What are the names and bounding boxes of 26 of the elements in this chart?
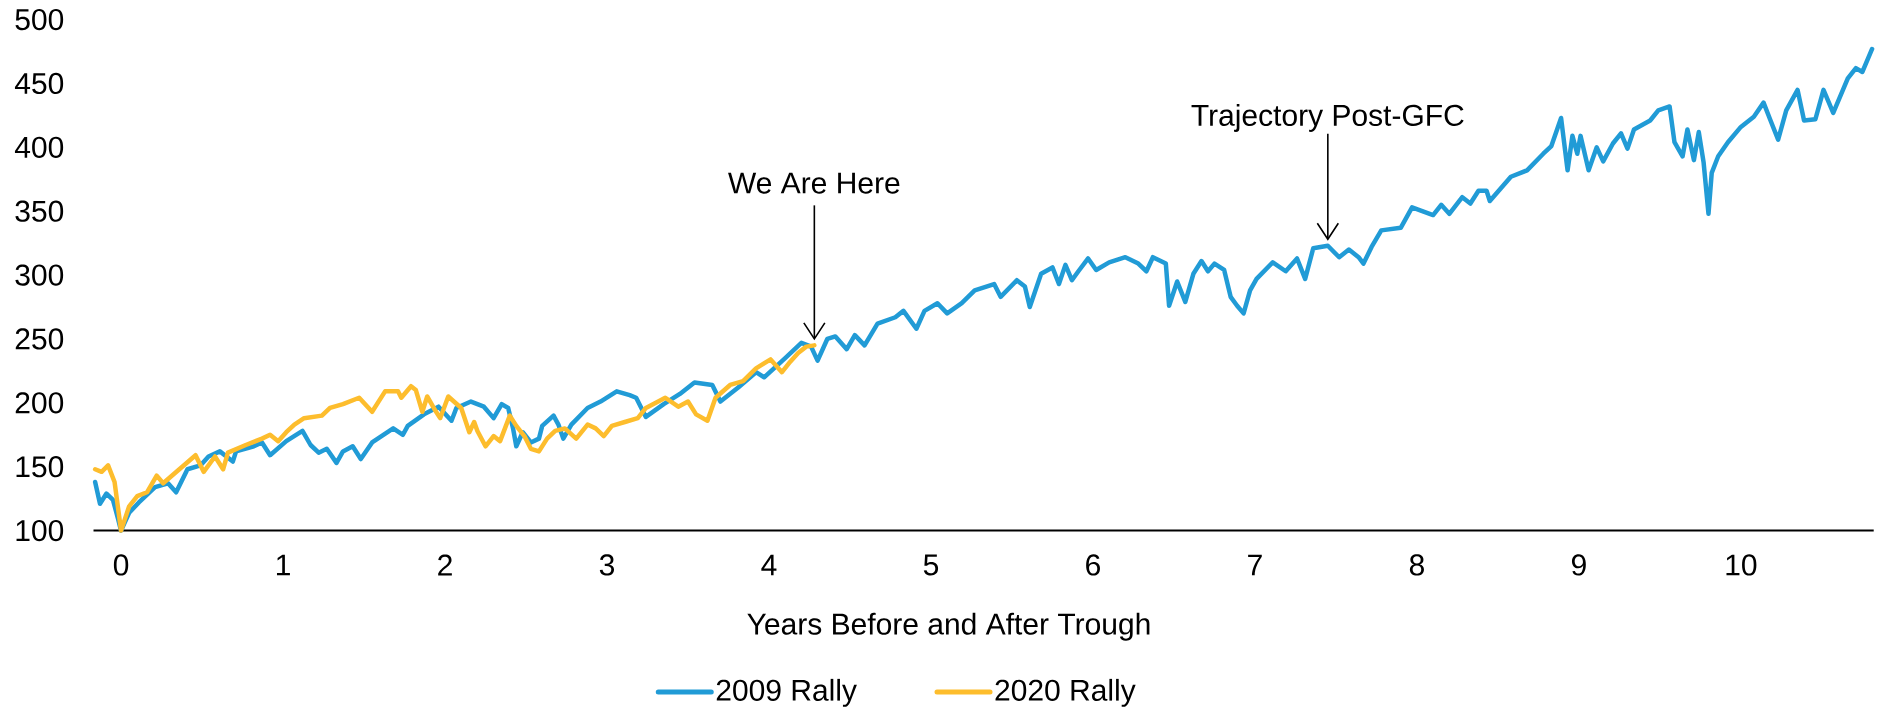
x-tick-label: 9 [1571, 554, 1586, 576]
y-tick-label: 200 [15, 392, 64, 414]
x-tick-label: 0 [113, 554, 129, 576]
legend-label: 2020 Rally [995, 678, 1136, 707]
x-tick-label: 2 [438, 554, 452, 576]
legend-label: 2009 Rally [716, 678, 857, 707]
x-tick-label: 7 [1248, 554, 1262, 576]
x-tick-label: 10 [1726, 554, 1757, 576]
y-tick-label: 100 [16, 519, 64, 542]
y-tick-label: 300 [15, 264, 64, 286]
line-series [92, 46, 1875, 533]
y-tick-label: 400 [14, 136, 64, 158]
x-tick-label: 1 [276, 554, 290, 576]
x-tick-label: 3 [599, 554, 615, 576]
x-tick-label: 5 [923, 554, 939, 576]
x-tick-label: 4 [761, 554, 777, 576]
x-axis-title: Years Before and After Trough [747, 612, 1150, 641]
y-tick-label: 150 [16, 456, 64, 478]
y-tick-label: 250 [15, 328, 64, 350]
x-tick-label: 6 [1086, 554, 1100, 576]
x-tick-label: 8 [1409, 554, 1424, 576]
y-tick-label: 350 [15, 200, 64, 222]
annotation: Trajectory Post-GFC [1191, 103, 1464, 132]
y-tick-label: 450 [14, 72, 64, 95]
y-tick-label: 500 [15, 8, 64, 31]
annotation: We Are Here [728, 172, 900, 194]
